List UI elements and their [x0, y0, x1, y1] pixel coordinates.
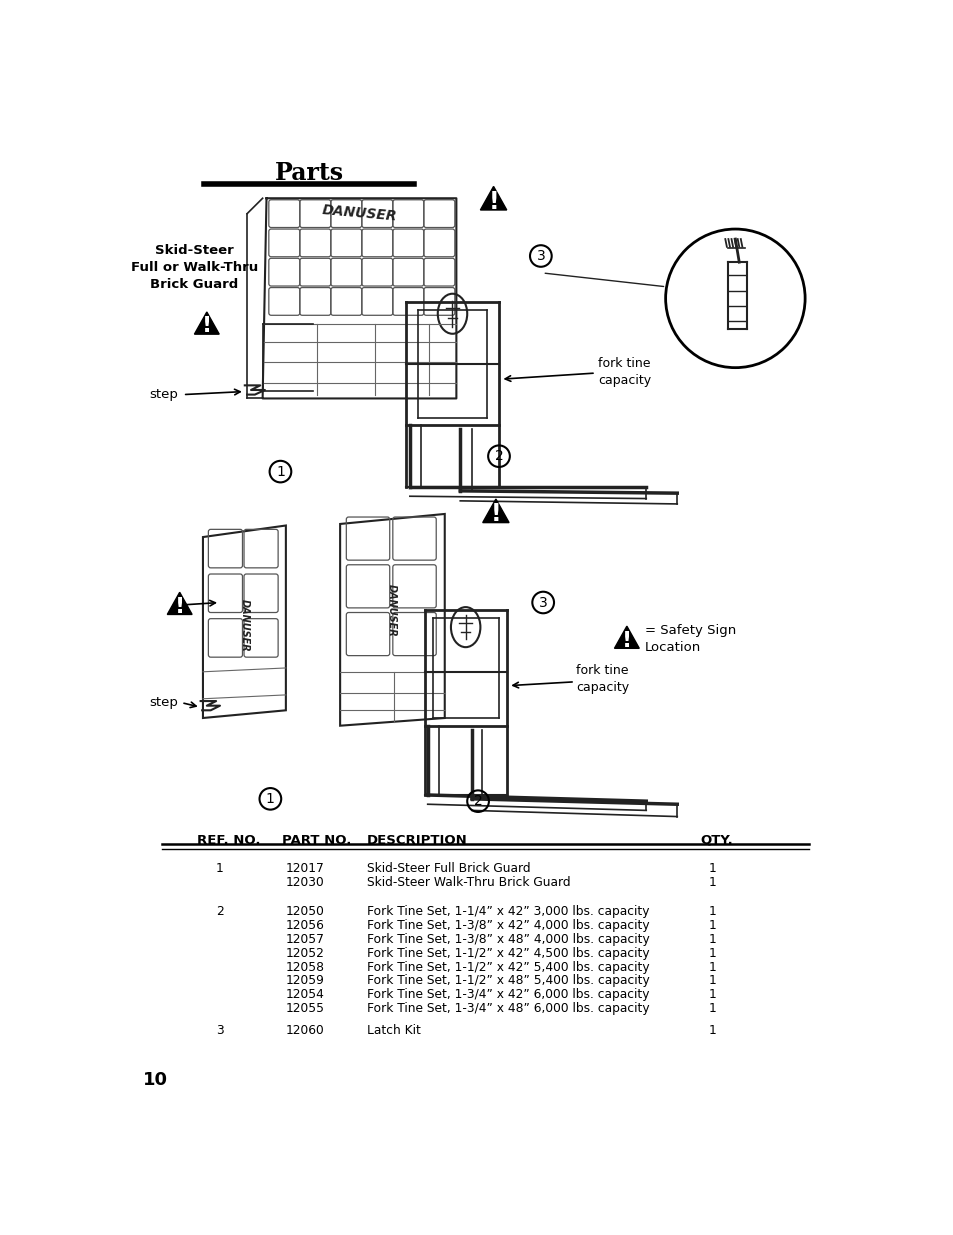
- Text: 10: 10: [142, 1071, 168, 1089]
- Text: DANUSER: DANUSER: [321, 204, 397, 224]
- Text: Fork Tine Set, 1-3/8” x 48” 4,000 lbs. capacity: Fork Tine Set, 1-3/8” x 48” 4,000 lbs. c…: [367, 932, 649, 946]
- Text: 3: 3: [538, 595, 547, 610]
- Text: Fork Tine Set, 1-3/4” x 42” 6,000 lbs. capacity: Fork Tine Set, 1-3/4” x 42” 6,000 lbs. c…: [367, 988, 649, 1002]
- Text: 12052: 12052: [286, 947, 324, 960]
- Text: 1: 1: [707, 862, 716, 874]
- Text: 1: 1: [707, 876, 716, 889]
- Text: Fork Tine Set, 1-1/2” x 48” 5,400 lbs. capacity: Fork Tine Set, 1-1/2” x 48” 5,400 lbs. c…: [367, 974, 649, 988]
- Text: 12059: 12059: [286, 974, 324, 988]
- Text: 1: 1: [216, 862, 224, 874]
- Text: 12050: 12050: [286, 905, 324, 918]
- Text: Latch Kit: Latch Kit: [367, 1024, 420, 1036]
- Text: 1: 1: [275, 464, 285, 479]
- Text: PART NO.: PART NO.: [282, 834, 351, 846]
- Text: step: step: [149, 388, 177, 401]
- Text: DANUSER: DANUSER: [387, 584, 396, 636]
- Text: 1: 1: [266, 792, 274, 806]
- Text: !: !: [488, 190, 498, 214]
- Polygon shape: [614, 626, 639, 648]
- Text: Fork Tine Set, 1-1/4” x 42” 3,000 lbs. capacity: Fork Tine Set, 1-1/4” x 42” 3,000 lbs. c…: [367, 905, 649, 918]
- Text: Fork Tine Set, 1-3/8” x 42” 4,000 lbs. capacity: Fork Tine Set, 1-3/8” x 42” 4,000 lbs. c…: [367, 919, 649, 932]
- Text: Skid-Steer
Full or Walk-Thru
Brick Guard: Skid-Steer Full or Walk-Thru Brick Guard: [131, 245, 257, 291]
- Text: !: !: [201, 316, 212, 336]
- Text: 2: 2: [474, 794, 482, 808]
- Polygon shape: [480, 186, 506, 210]
- Polygon shape: [482, 499, 509, 522]
- Text: 2: 2: [216, 905, 224, 918]
- Text: Parts: Parts: [274, 161, 343, 185]
- Text: Skid-Steer Full Brick Guard: Skid-Steer Full Brick Guard: [367, 862, 530, 874]
- Text: 2: 2: [494, 450, 503, 463]
- Text: 12054: 12054: [286, 988, 324, 1002]
- Text: Fork Tine Set, 1-1/2” x 42” 4,500 lbs. capacity: Fork Tine Set, 1-1/2” x 42” 4,500 lbs. c…: [367, 947, 649, 960]
- Text: 1: 1: [707, 932, 716, 946]
- Text: 12030: 12030: [286, 876, 324, 889]
- Text: Fork Tine Set, 1-1/2” x 42” 5,400 lbs. capacity: Fork Tine Set, 1-1/2” x 42” 5,400 lbs. c…: [367, 961, 649, 973]
- Text: 1: 1: [707, 1024, 716, 1036]
- Text: 1: 1: [707, 947, 716, 960]
- Text: 12057: 12057: [286, 932, 324, 946]
- Polygon shape: [167, 593, 192, 615]
- Text: !: !: [174, 597, 185, 616]
- Text: 1: 1: [707, 974, 716, 988]
- Text: 1: 1: [707, 961, 716, 973]
- Text: 1: 1: [707, 905, 716, 918]
- Text: Skid-Steer Walk-Thru Brick Guard: Skid-Steer Walk-Thru Brick Guard: [367, 876, 570, 889]
- Text: REF. NO.: REF. NO.: [196, 834, 260, 846]
- Text: 3: 3: [216, 1024, 224, 1036]
- Text: !: !: [490, 503, 500, 526]
- Text: Fork Tine Set, 1-3/4” x 48” 6,000 lbs. capacity: Fork Tine Set, 1-3/4” x 48” 6,000 lbs. c…: [367, 1002, 649, 1015]
- Text: 12060: 12060: [286, 1024, 324, 1036]
- Polygon shape: [194, 312, 219, 335]
- Text: DANUSER: DANUSER: [239, 599, 250, 652]
- Text: 1: 1: [707, 988, 716, 1002]
- Text: = Safety Sign
Location: = Safety Sign Location: [644, 625, 735, 655]
- Text: 12017: 12017: [286, 862, 324, 874]
- Text: 12058: 12058: [286, 961, 325, 973]
- Text: step: step: [149, 697, 177, 709]
- Text: 1: 1: [707, 919, 716, 932]
- Text: 1: 1: [707, 1002, 716, 1015]
- Text: 3: 3: [536, 249, 545, 263]
- Text: fork tine
capacity: fork tine capacity: [598, 357, 651, 387]
- Text: QTY.: QTY.: [700, 834, 733, 846]
- Text: DESCRIPTION: DESCRIPTION: [367, 834, 468, 846]
- Text: fork tine
capacity: fork tine capacity: [576, 664, 629, 694]
- Text: !: !: [621, 631, 631, 651]
- Text: 12056: 12056: [286, 919, 324, 932]
- Text: 12055: 12055: [286, 1002, 325, 1015]
